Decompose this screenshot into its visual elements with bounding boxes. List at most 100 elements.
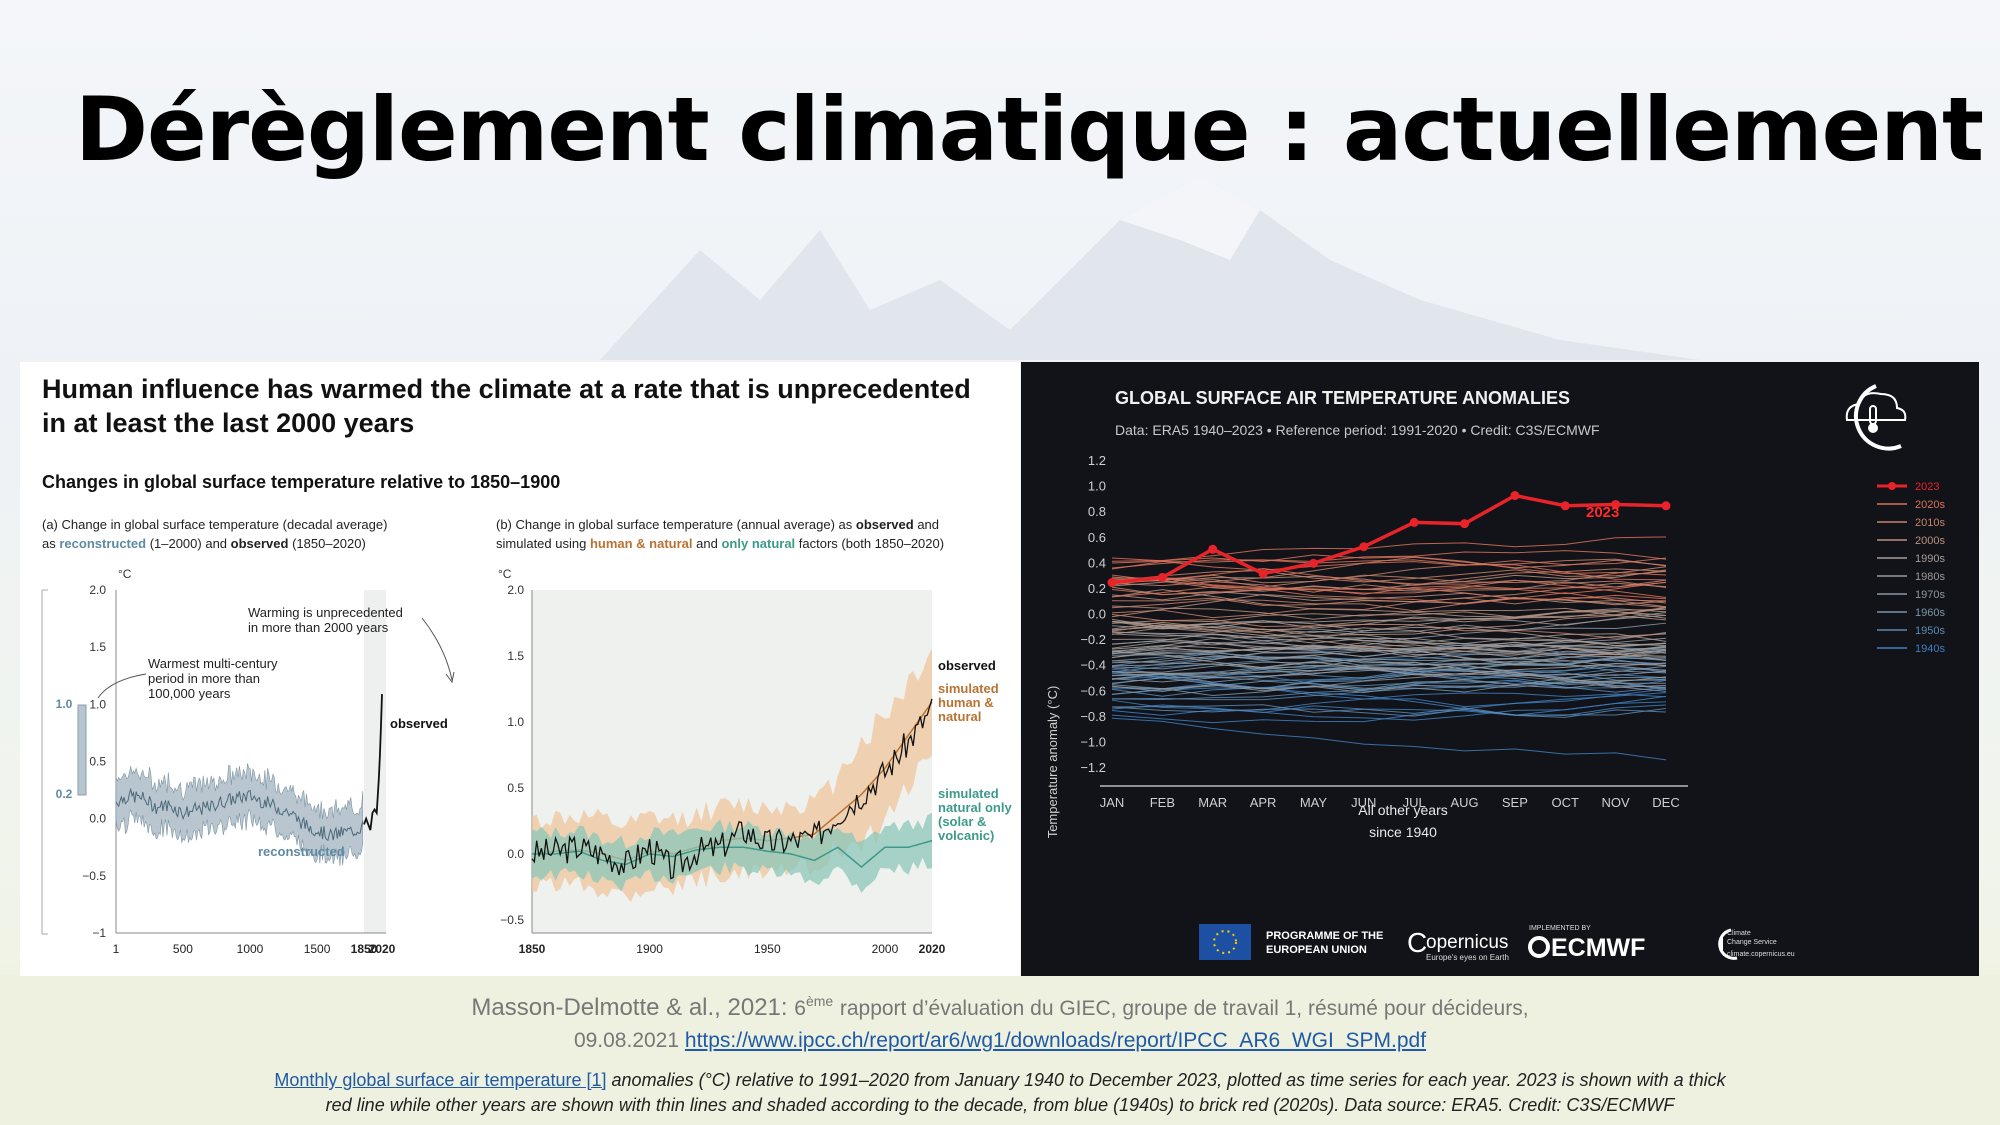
panel-b-x-tick: 1850 (519, 942, 546, 956)
era5-x-tick: JAN (1100, 795, 1125, 810)
legend-2023-marker (1888, 482, 1896, 490)
legend-1940s-label: 1940s (1915, 643, 1945, 655)
ipcc-headline: Human influence has warmed the climate a… (42, 374, 971, 438)
reconstructed-band (115, 763, 364, 867)
year-line-1960s (1111, 677, 1667, 695)
series-2023-line (1111, 493, 1667, 585)
era5-x-tick: MAY (1300, 795, 1328, 810)
ipcc-figure-panel: Human influence has warmed the climate a… (20, 362, 1020, 976)
panel-a-plot-area (116, 590, 382, 933)
year-line-1990s (1111, 638, 1667, 666)
eu-flag-icon (1199, 924, 1251, 960)
panel-b-y-tick: 1.5 (507, 649, 524, 663)
c3s-label-2: Change Service (1727, 939, 1777, 946)
series-2023-point (1359, 542, 1369, 552)
thermometer-cloud-icon (1845, 384, 1907, 451)
year-line-1980s (1111, 611, 1667, 645)
legend-1950s-label: 1950s (1915, 625, 1945, 637)
year-line-1960s (1111, 647, 1667, 683)
panel-b-x-tick: 2020 (919, 942, 946, 956)
legend-1960s-label: 1960s (1915, 607, 1945, 619)
observed-label-b: observed (938, 658, 996, 673)
year-line-1950s (1111, 679, 1667, 697)
year-line-1990s (1111, 620, 1667, 647)
citation-link[interactable]: https://www.ipcc.ch/report/ar6/wg1/downl… (684, 1029, 1427, 1052)
series-2023-point (1208, 544, 1218, 554)
year-line-1980s (1111, 664, 1667, 683)
year-line-1970s (1111, 658, 1667, 673)
panel-b-x-tick: 1950 (754, 942, 781, 956)
year-line-2020s (1111, 557, 1667, 571)
era5-y-tick: 1.2 (1088, 453, 1106, 468)
figure-note: Monthly global surface air temperature [… (200, 1068, 1800, 1118)
warmest-arrow (97, 673, 147, 699)
observed-label-a: observed (390, 716, 448, 731)
year-line-1980s (1111, 637, 1667, 664)
ipcc-subheading: Changes in global surface temperature re… (42, 472, 561, 492)
panel-b-y-tick: −0.5 (500, 913, 524, 927)
panel-a-y-tick: 0.5 (89, 755, 106, 769)
note-link[interactable]: Monthly global surface air temperature [… (274, 1070, 607, 1090)
era5-chart: GLOBAL SURFACE AIR TEMPERATURE ANOMALIES… (1045, 384, 1945, 962)
panel-a-y-tick: 2.0 (89, 583, 106, 597)
c3s-icon (1718, 928, 1738, 960)
era5-x-tick: JUN (1351, 795, 1376, 810)
panel-b-x-tick: 2000 (872, 942, 899, 956)
natural-only-band (532, 812, 932, 893)
natural-label-3: (solar & (938, 814, 986, 829)
year-line-1990s (1111, 646, 1667, 659)
era5-x-tick: APR (1250, 795, 1277, 810)
era5-x-tick: NOV (1602, 795, 1631, 810)
legend-2000s-label: 2000s (1915, 535, 1945, 547)
era5-x-tick: FEB (1150, 795, 1175, 810)
natural-label-4: volcanic) (938, 828, 994, 843)
year-line-1960s (1111, 652, 1667, 672)
panel-a-y-tick: 0.0 (89, 812, 106, 826)
panel-b-unit: °C (498, 567, 512, 581)
year-line-2020s (1111, 588, 1667, 605)
year-line-1990s (1111, 626, 1667, 647)
year-line-2020s (1111, 536, 1667, 562)
series-2023-point (1560, 501, 1570, 511)
panel-a-x-tick: 1500 (304, 942, 331, 956)
annotation-warmest-2: period in more than (148, 671, 260, 686)
era5-ylabel: Temperature anomaly (°C) (1045, 686, 1060, 839)
era5-y-tick: 1.0 (1088, 479, 1106, 494)
note-line-1: anomalies (°C) relative to 1991–2020 fro… (611, 1070, 1726, 1090)
panel-b-y-tick: 0.5 (507, 781, 524, 795)
series-2023-point (1409, 517, 1419, 527)
era5-y-tick: −0.4 (1080, 658, 1106, 673)
series-2023-point (1107, 578, 1117, 588)
year-line-1940s (1111, 669, 1667, 690)
year-line-2010s (1111, 569, 1667, 583)
panel-a-caption: (a) Change in global surface temperature… (42, 517, 388, 551)
note-line-2: red line while other years are shown wit… (325, 1095, 1675, 1115)
human-label-1: simulated (938, 681, 999, 696)
year-line-2010s (1111, 614, 1667, 639)
year-line-2020s (1111, 577, 1667, 600)
citation-ordinal: 6 (794, 997, 806, 1020)
year-line-1990s (1111, 650, 1667, 676)
year-line-2000s (1111, 589, 1667, 618)
panel-a-y-tick: −0.5 (82, 869, 106, 883)
panel-a-y-tick: 1.5 (89, 640, 106, 654)
era5-y-tick: 0.6 (1088, 530, 1106, 545)
annotation-other-2: since 1940 (1369, 824, 1437, 840)
reconstructed-line (115, 787, 364, 842)
series-2023-point (1460, 519, 1470, 529)
year-line-2010s (1111, 558, 1667, 588)
panel-a-x-tick: 1000 (237, 942, 264, 956)
panel-a-y-tick: 1.0 (89, 697, 106, 711)
annotation-warming-1: Warming is unprecedented (248, 605, 403, 620)
panel-b-x-tick: 1900 (636, 942, 663, 956)
year-line-2020s (1111, 550, 1667, 569)
series-2023-point (1308, 558, 1318, 568)
era5-y-tick: −0.8 (1080, 709, 1106, 724)
observed-line-b (531, 698, 933, 880)
ecmwf-tag: IMPLEMENTED BY (1529, 925, 1591, 932)
reconstructed-label: reconstructed (258, 844, 345, 859)
panel-a-x-tick: 500 (173, 942, 193, 956)
panel-b-caption: (b) Change in global surface temperature… (496, 517, 945, 551)
legend-1990s-label: 1990s (1915, 553, 1945, 565)
year-line-1960s (1111, 678, 1667, 697)
